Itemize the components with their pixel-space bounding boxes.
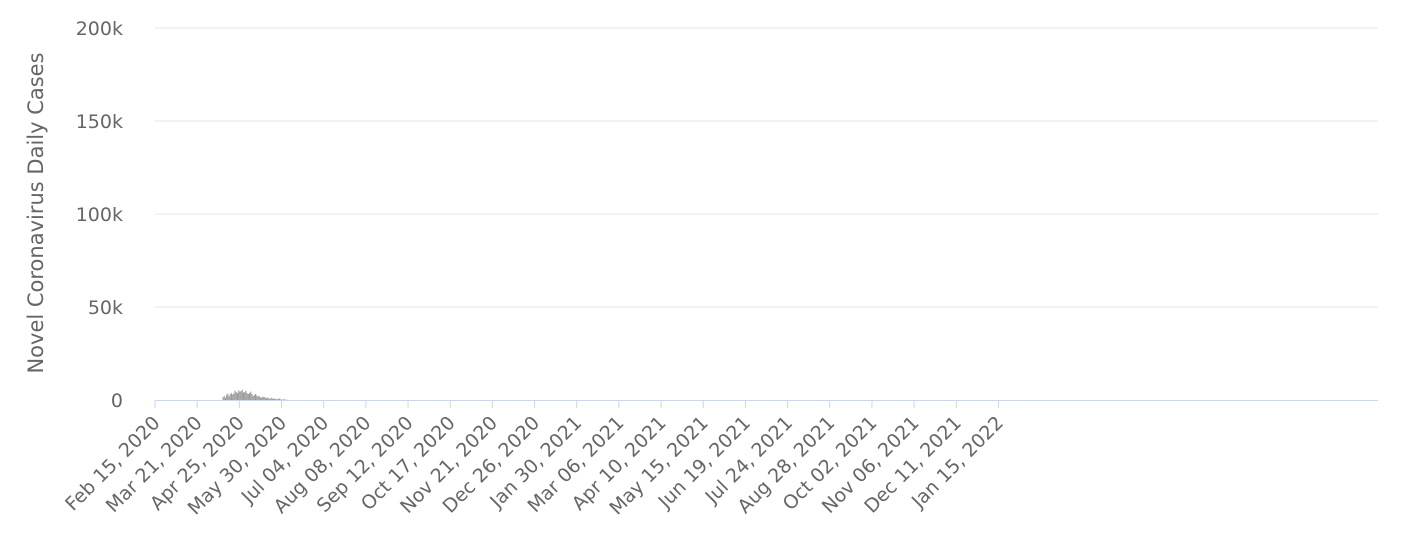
bar (258, 396, 260, 400)
y-tick-label: 0 (111, 390, 123, 412)
bar (234, 390, 236, 400)
y-tick-label: 150k (76, 111, 123, 133)
bar (226, 394, 228, 400)
bar (268, 398, 270, 400)
bar (224, 397, 226, 400)
bar (228, 396, 230, 400)
bar (230, 393, 232, 400)
bar (235, 392, 237, 400)
bar (271, 398, 273, 400)
bar (255, 394, 257, 400)
bar (257, 396, 259, 400)
bar (242, 392, 245, 400)
bar (263, 397, 265, 400)
bar (252, 395, 254, 400)
bar (238, 390, 240, 400)
bar (240, 391, 242, 400)
bar (277, 398, 279, 400)
bar (276, 399, 278, 400)
bar (222, 397, 224, 400)
bars (222, 389, 288, 400)
y-axis-title: Novel Coronavirus Daily Cases (24, 52, 48, 373)
bar (275, 399, 277, 400)
bar (259, 397, 261, 400)
y-tick-label: 200k (76, 18, 123, 40)
bar (239, 391, 241, 400)
bar (280, 399, 282, 400)
bar (283, 399, 286, 400)
bar (282, 399, 284, 400)
bar (253, 395, 255, 400)
bar (223, 395, 225, 400)
bar (261, 397, 263, 400)
bar (274, 398, 276, 400)
bar (247, 394, 249, 400)
bar (273, 398, 275, 400)
y-tick-label: 50k (88, 297, 123, 319)
bar (270, 397, 272, 400)
bar (269, 398, 271, 400)
bar (229, 394, 231, 400)
bar (251, 394, 253, 400)
bar (233, 393, 235, 400)
bar (241, 389, 243, 400)
bar (244, 392, 246, 400)
bar (245, 390, 247, 400)
bar (267, 397, 269, 400)
y-tick-label: 100k (76, 204, 123, 226)
bar (232, 394, 234, 400)
gridlines (155, 27, 1378, 308)
bar (248, 392, 251, 400)
bar (227, 393, 229, 400)
bar (265, 398, 267, 400)
bar (264, 397, 266, 400)
bar (246, 393, 248, 400)
bar (279, 398, 281, 400)
bar (236, 393, 239, 400)
bar (250, 391, 252, 400)
bar (256, 395, 258, 400)
bar (262, 396, 264, 400)
